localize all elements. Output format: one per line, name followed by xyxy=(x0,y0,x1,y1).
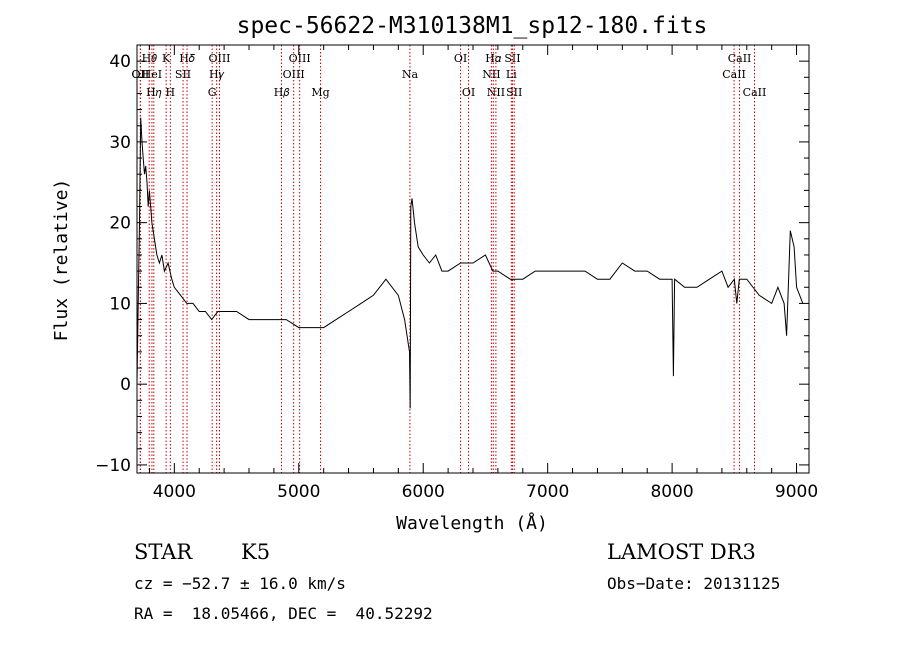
line-marker-label: SII xyxy=(175,68,191,81)
x-tick-label: 8000 xyxy=(650,482,693,502)
line-marker-label: Na xyxy=(402,68,419,81)
y-tick-label: 0 xyxy=(120,375,131,395)
x-tick-label: 9000 xyxy=(775,482,818,502)
line-marker-label: G xyxy=(208,86,217,99)
observation-date: Obs−Date: 20131125 xyxy=(607,574,781,593)
spectrum-line xyxy=(136,117,804,409)
redshift-cz: cz = −52.7 ± 16.0 km/s xyxy=(134,574,346,593)
line-marker-label: H𝛼 xyxy=(485,52,502,65)
line-marker-label: Li xyxy=(506,68,517,81)
line-marker-label: H𝛿 xyxy=(179,52,196,65)
y-tick-label: 10 xyxy=(109,294,131,314)
x-tick-label: 4000 xyxy=(153,482,196,502)
line-marker-label: SII xyxy=(504,52,520,65)
survey-name: LAMOST DR3 xyxy=(607,540,756,564)
line-marker-label: NII xyxy=(482,68,500,81)
line-marker-label: OI xyxy=(454,52,467,65)
coordinates: RA = 18.05466, DEC = 40.52292 xyxy=(134,604,433,623)
line-marker-label: CaII xyxy=(722,68,746,81)
line-marker-label: OIII xyxy=(208,52,230,65)
line-marker-label: H𝜃 xyxy=(142,52,158,65)
y-tick-label: 20 xyxy=(109,214,131,234)
y-axis-ticks: −10 0 10 20 30 40 xyxy=(95,52,809,476)
y-tick-label: −10 xyxy=(95,456,131,476)
x-axis-label: Wavelength (Å) xyxy=(396,512,548,534)
line-marker-label: H𝜂 xyxy=(146,86,162,99)
x-tick-label: 6000 xyxy=(402,482,445,502)
line-marker-label: K xyxy=(162,52,171,65)
line-marker-label: CaII xyxy=(743,86,767,99)
line-marker-label: CaII xyxy=(728,52,752,65)
line-marker-label: H xyxy=(166,86,176,99)
line-marker-label: NII xyxy=(487,86,505,99)
x-tick-label: 5000 xyxy=(277,482,320,502)
y-tick-label: 30 xyxy=(109,133,131,153)
line-marker-label: H𝛽 xyxy=(274,86,290,99)
subclass: K5 xyxy=(241,540,271,564)
object-class: STAR xyxy=(134,540,193,564)
x-axis-ticks: 4000 5000 6000 7000 8000 9000 xyxy=(148,45,818,502)
y-tick-label: 40 xyxy=(109,52,131,72)
line-marker-label: SII xyxy=(506,86,522,99)
line-marker-label: H𝛾 xyxy=(209,68,225,81)
y-axis-label: Flux (relative) xyxy=(51,179,72,342)
line-marker-label: HeI xyxy=(142,68,162,81)
plot-frame xyxy=(136,44,810,474)
line-marker-label: OIII xyxy=(289,52,311,65)
line-marker-label: OIII xyxy=(283,68,305,81)
line-marker-label: OI xyxy=(462,86,475,99)
line-marker-label: Mg xyxy=(311,86,329,99)
line-marker-label: OII xyxy=(132,68,150,81)
chart-title: spec-56622-M310138M1_sp12-180.fits xyxy=(237,13,708,39)
x-tick-label: 7000 xyxy=(526,482,569,502)
